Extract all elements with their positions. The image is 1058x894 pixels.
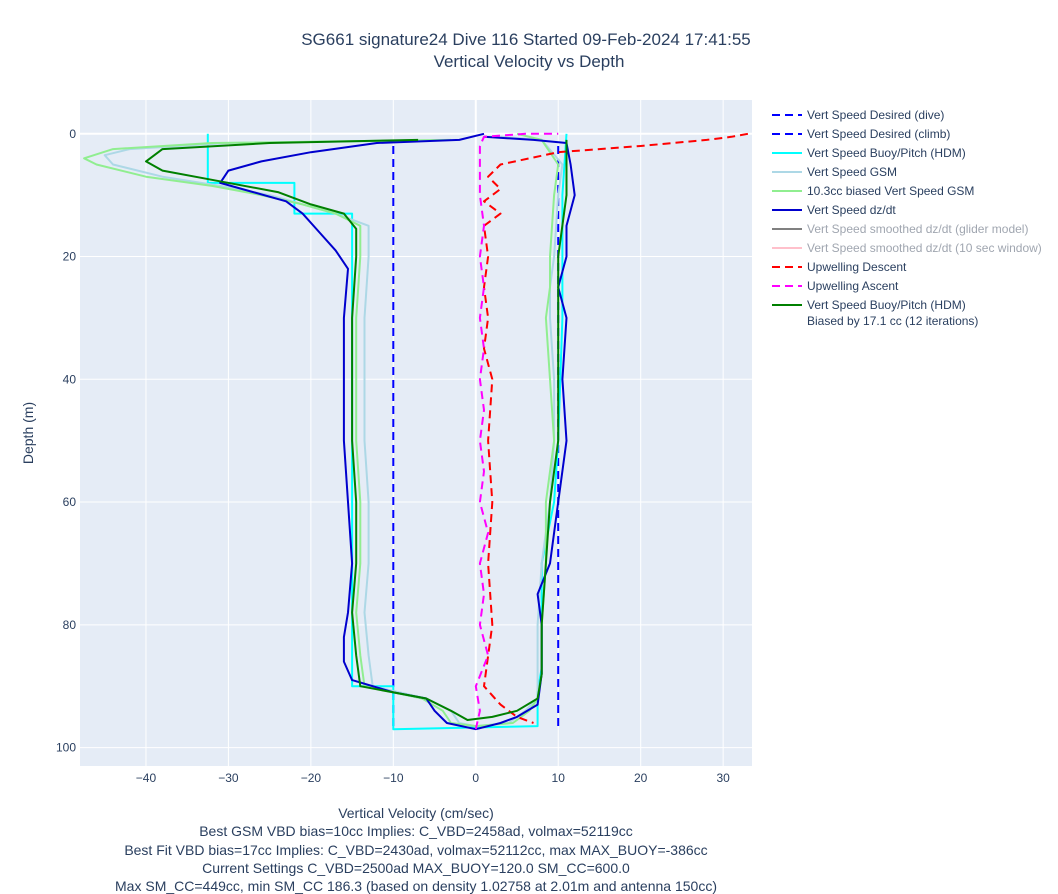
plot-area <box>80 100 752 766</box>
legend-label: Vert Speed dz/dt <box>807 203 896 217</box>
x-tick-label: −20 <box>301 771 322 785</box>
legend-label: 10.3cc biased Vert Speed GSM <box>807 184 974 198</box>
footer-line-3: Current Settings C_VBD=2500ad MAX_BUOY=1… <box>202 860 630 876</box>
x-tick-label: 30 <box>716 771 730 785</box>
legend-item-upwelling-ascent-9[interactable]: Upwelling Ascent <box>772 279 899 293</box>
zero-lines <box>80 100 752 766</box>
chart-subtitle: Vertical Velocity vs Depth <box>434 52 625 71</box>
y-axis-ticks: 0 20 40 60 80 100 <box>56 127 76 755</box>
legend: Vert Speed Desired (dive) Vert Speed Desi… <box>772 108 1042 328</box>
footer-line-4: Max SM_CC=449cc, min SM_CC 186.3 (based … <box>115 878 717 894</box>
legend-item-10-3cc-biased-vert-speed-gsm-4[interactable]: 10.3cc biased Vert Speed GSM <box>772 184 974 198</box>
legend-item-upwelling-descent-8[interactable]: Upwelling Descent <box>772 260 907 274</box>
x-tick-label: −30 <box>218 771 239 785</box>
legend-item-vert-speed-gsm-3[interactable]: Vert Speed GSM <box>772 165 897 179</box>
legend-item-vert-speed-buoy-pitch-hdm-2[interactable]: Vert Speed Buoy/Pitch (HDM) <box>772 146 966 160</box>
legend-label: Upwelling Ascent <box>807 279 899 293</box>
legend-label: Vert Speed smoothed dz/dt (glider model) <box>807 222 1028 236</box>
legend-item-vert-speed-smoothed-dz-dt-glider-model-6[interactable]: Vert Speed smoothed dz/dt (glider model) <box>772 222 1028 236</box>
legend-label: Vert Speed smoothed dz/dt (10 sec window… <box>807 241 1042 255</box>
series-line-vert-speed-buoy-pitch-hdm-10 <box>145 138 568 721</box>
x-axis-ticks: −40 −30 −20 −10 0 10 20 30 <box>136 771 730 785</box>
legend-label: Vert Speed Buoy/Pitch (HDM) <box>807 146 966 160</box>
x-tick-label: −10 <box>383 771 404 785</box>
legend-label: Vert Speed Buoy/Pitch (HDM) Biased by 17.… <box>807 298 978 328</box>
legend-item-vert-speed-desired-dive-0[interactable]: Vert Speed Desired (dive) <box>772 108 944 122</box>
legend-label: Vert Speed Desired (dive) <box>807 108 944 122</box>
chart-title: SG661 signature24 Dive 116 Started 09-Fe… <box>301 30 751 49</box>
y-tick-label: 80 <box>63 618 77 632</box>
legend-item-vert-speed-buoy-pitch-hdm-10[interactable]: Vert Speed Buoy/Pitch (HDM) Biased by 17.… <box>772 298 978 328</box>
series-line-upwelling-descent-8 <box>483 132 749 724</box>
legend-label: Vert Speed GSM <box>807 165 897 179</box>
legend-label: Upwelling Descent <box>807 260 907 274</box>
legend-label: Vert Speed Desired (climb) <box>807 127 950 141</box>
y-tick-label: 40 <box>63 372 77 386</box>
x-tick-label: 0 <box>472 771 479 785</box>
footer-line-2: Best Fit VBD bias=17cc Implies: C_VBD=24… <box>124 842 707 858</box>
series-line-upwelling-ascent-9 <box>474 132 559 730</box>
legend-item-vert-speed-desired-climb-1[interactable]: Vert Speed Desired (climb) <box>772 127 950 141</box>
y-axis-title: Depth (m) <box>20 402 36 464</box>
y-tick-label: 60 <box>63 495 77 509</box>
x-axis-title: Vertical Velocity (cm/sec) <box>338 805 494 821</box>
x-tick-label: 20 <box>634 771 648 785</box>
y-tick-label: 0 <box>69 127 76 141</box>
footer-line-1: Best GSM VBD bias=10cc Implies: C_VBD=24… <box>199 823 633 839</box>
y-tick-label: 20 <box>63 250 77 264</box>
legend-item-vert-speed-smoothed-dz-dt-10-sec-window-7[interactable]: Vert Speed smoothed dz/dt (10 sec window… <box>772 241 1042 255</box>
legend-item-vert-speed-dz-dt-5[interactable]: Vert Speed dz/dt <box>772 203 896 217</box>
x-tick-label: 10 <box>552 771 566 785</box>
y-tick-label: 100 <box>56 741 76 755</box>
x-tick-label: −40 <box>136 771 157 785</box>
series-layer <box>83 132 749 731</box>
